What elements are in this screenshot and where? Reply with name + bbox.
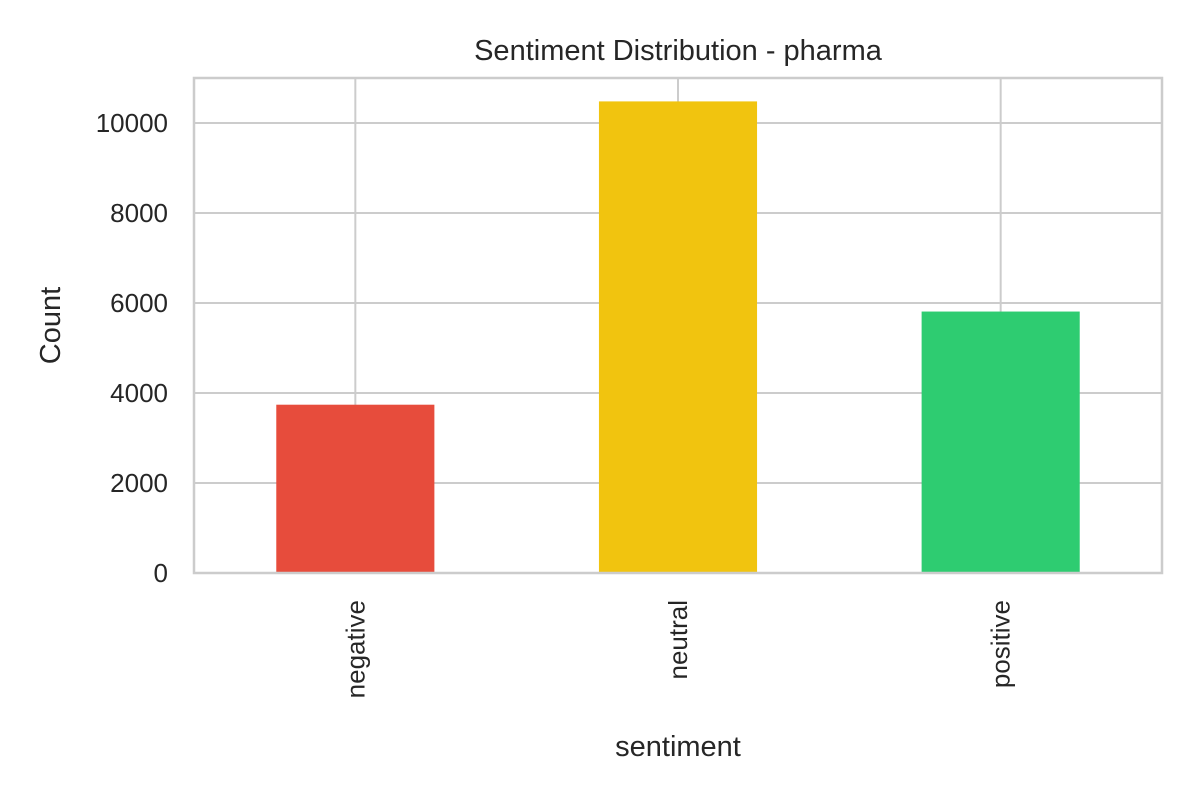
x-tick-label: positive	[986, 600, 1016, 688]
bar-negative	[276, 404, 435, 573]
y-tick-label: 4000	[110, 378, 168, 408]
y-tick-label: 10000	[96, 108, 168, 138]
y-tick-label: 6000	[110, 288, 168, 318]
bars	[276, 101, 1080, 574]
x-axis-label: sentiment	[615, 731, 741, 763]
y-tick-labels: 0 2000 4000 6000 8000 10000	[96, 108, 168, 588]
y-axis-label: Count	[35, 287, 67, 364]
y-tick-label: 2000	[110, 468, 168, 498]
bar-positive	[921, 311, 1080, 573]
bar-neutral	[598, 101, 758, 574]
plot-frame	[192, 76, 1164, 575]
x-tick-label: neutral	[663, 600, 693, 680]
chart-title: Sentiment Distribution - pharma	[474, 35, 883, 67]
x-tick-labels: negative neutral positive	[340, 600, 1015, 698]
y-tick-label: 8000	[110, 198, 168, 228]
y-tick-label: 0	[154, 558, 168, 588]
x-tick-label: negative	[340, 600, 370, 698]
